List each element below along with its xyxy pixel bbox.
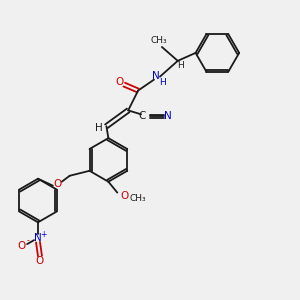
Text: O: O bbox=[120, 190, 128, 201]
Text: CH₃: CH₃ bbox=[129, 194, 146, 203]
Text: N: N bbox=[164, 111, 172, 121]
Text: CH₃: CH₃ bbox=[151, 35, 167, 44]
Text: H: H bbox=[177, 61, 184, 70]
Text: C: C bbox=[138, 111, 146, 121]
Text: +: + bbox=[40, 230, 46, 239]
Text: O: O bbox=[17, 241, 25, 251]
Text: -: - bbox=[27, 236, 29, 245]
Text: H: H bbox=[160, 78, 166, 87]
Text: N: N bbox=[34, 233, 42, 243]
Text: O: O bbox=[54, 179, 62, 189]
Text: O: O bbox=[115, 76, 123, 87]
Text: N: N bbox=[152, 71, 160, 81]
Text: O: O bbox=[36, 256, 44, 266]
Text: H: H bbox=[94, 123, 102, 133]
